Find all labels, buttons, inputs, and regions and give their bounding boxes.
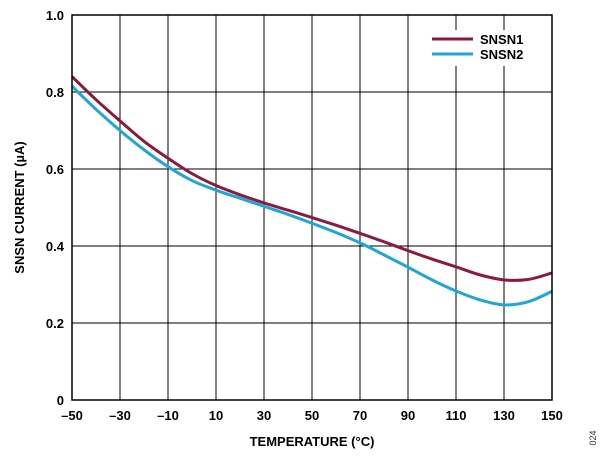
figure-id: 024 xyxy=(588,430,598,445)
x-tick-label: –10 xyxy=(157,408,179,423)
legend-background xyxy=(428,30,548,66)
y-tick-label: 0.4 xyxy=(46,239,65,254)
y-tick-label: 1.0 xyxy=(46,8,64,23)
legend-label-snsn2: SNSN2 xyxy=(480,47,523,62)
x-tick-label: 90 xyxy=(401,408,415,423)
y-tick-label: 0.8 xyxy=(46,85,64,100)
x-tick-labels: –50 –30 –10 10 30 50 70 90 110 130 150 xyxy=(61,408,563,423)
x-tick-label: 130 xyxy=(493,408,515,423)
series-line-snsn2 xyxy=(70,85,553,307)
series-layer xyxy=(70,75,553,307)
x-tick-label: 10 xyxy=(209,408,223,423)
legend-label-snsn1: SNSN1 xyxy=(480,32,523,47)
x-tick-label: 110 xyxy=(446,408,467,423)
grid-lines xyxy=(71,14,553,401)
x-tick-label: 30 xyxy=(257,408,271,423)
y-tick-label: 0 xyxy=(57,393,64,408)
series-line-snsn1 xyxy=(70,75,553,282)
y-tick-labels: 0 0.2 0.4 0.6 0.8 1.0 xyxy=(46,8,65,408)
y-tick-label: 0.2 xyxy=(46,316,64,331)
x-tick-label: –50 xyxy=(61,408,83,423)
plot-frame xyxy=(71,14,553,401)
y-axis-label: SNSN CURRENT (µA) xyxy=(12,141,27,273)
x-tick-label: –30 xyxy=(109,408,131,423)
x-tick-label: 70 xyxy=(353,408,367,423)
y-tick-label: 0.6 xyxy=(46,162,64,177)
x-tick-label: 50 xyxy=(305,408,319,423)
x-axis-label: TEMPERATURE (°C) xyxy=(250,434,375,449)
x-tick-label: 150 xyxy=(541,408,563,423)
